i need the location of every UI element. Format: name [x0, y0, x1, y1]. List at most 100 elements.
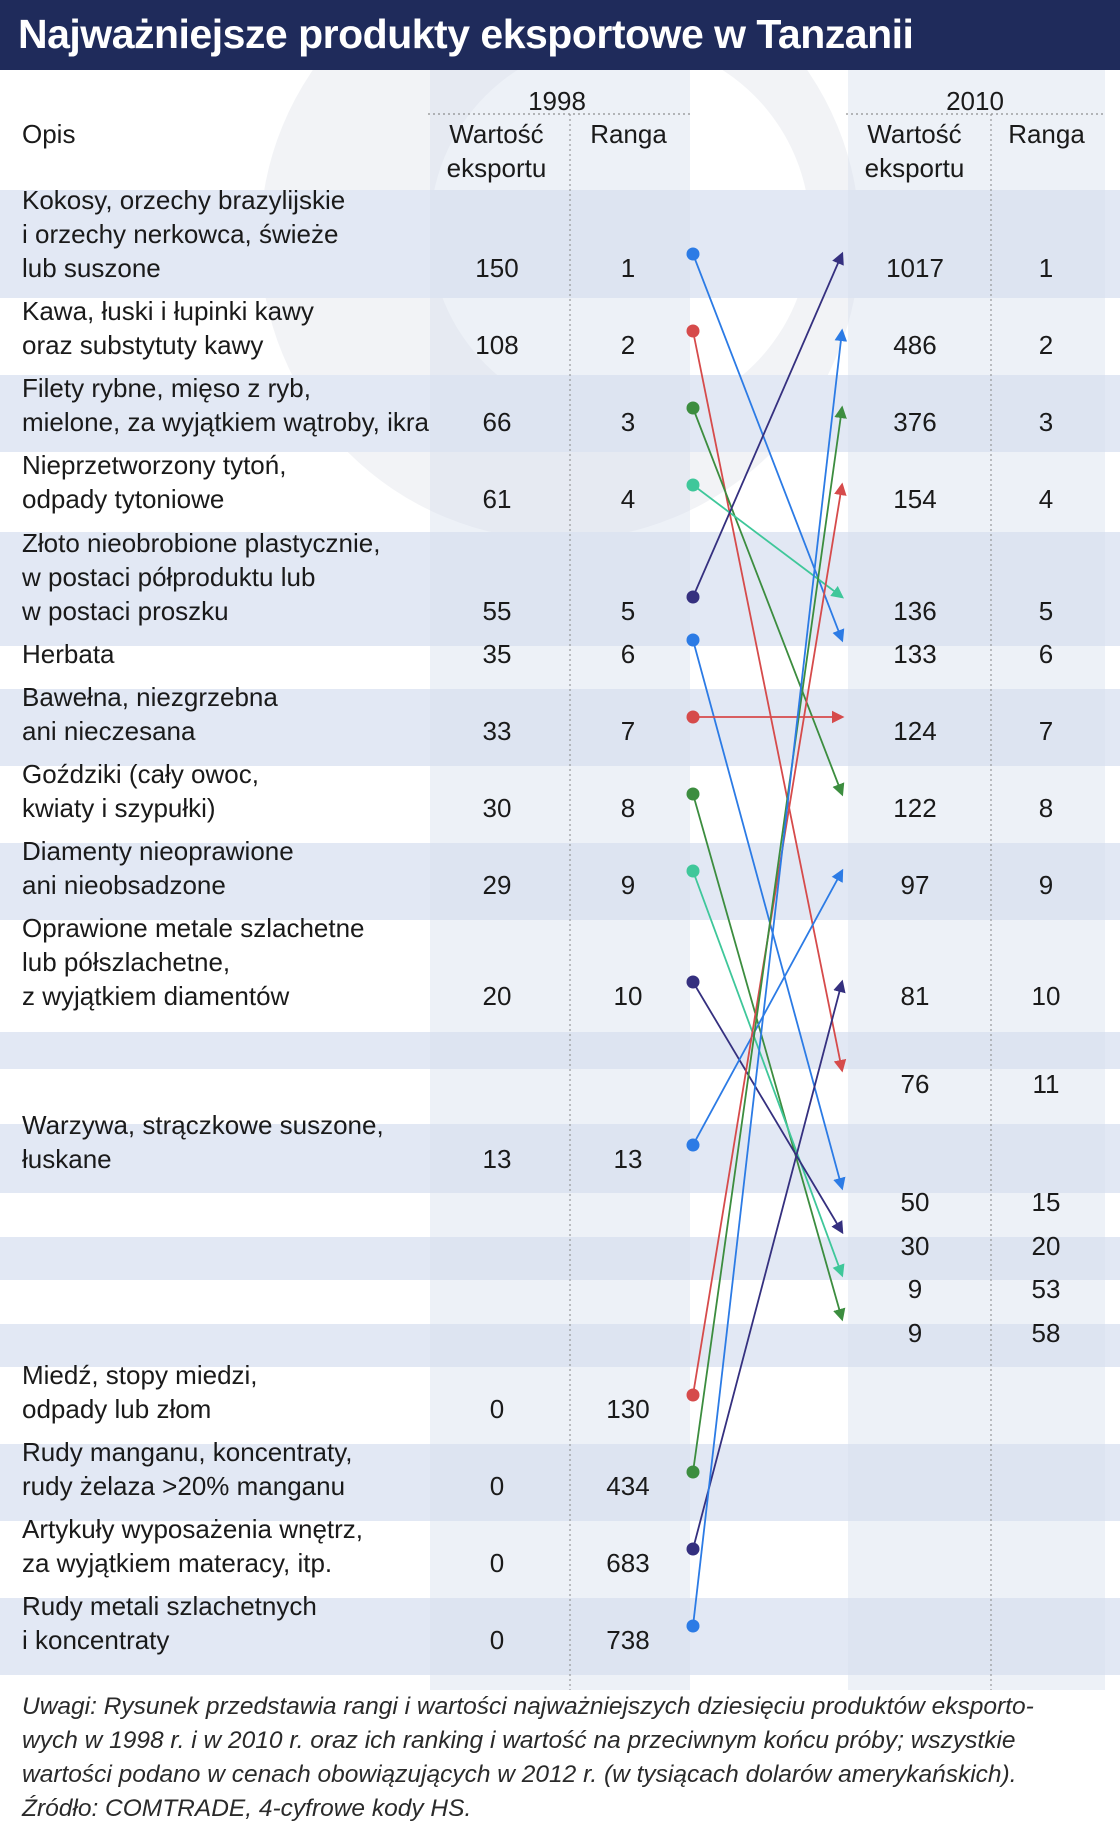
- header-rank-2010: Ranga: [1008, 119, 1085, 149]
- row-band: [0, 190, 1120, 298]
- rank-1998-dot: [686, 478, 700, 492]
- rank-2010: 3: [1038, 407, 1054, 437]
- rank-1998: 1: [620, 253, 636, 283]
- rank-2010: 4: [1038, 484, 1054, 514]
- rank-1998-dot: [686, 633, 700, 647]
- rank-1998-dot: [686, 787, 700, 801]
- rank-1998-dot: [686, 247, 700, 261]
- value-2010: 76: [900, 1069, 930, 1099]
- title-bar: Najważniejsze produkty eksportowe w Tanz…: [0, 0, 1120, 70]
- value-1998: 55: [482, 596, 512, 626]
- note-line: Uwagi: Rysunek przedstawia rangi i warto…: [22, 1693, 1034, 1720]
- note-line: wartości podano w cenach obowiązujących …: [22, 1761, 1017, 1788]
- row-band: [0, 1032, 1120, 1069]
- rank-1998: 2: [620, 330, 636, 360]
- rank-2010: 5: [1038, 596, 1054, 626]
- rank-connector: [692, 253, 845, 643]
- row-description: Miedź, stopy miedzi, odpady lub złom: [22, 1360, 258, 1424]
- value-2010: 9: [907, 1274, 923, 1304]
- value-2010: 30: [900, 1231, 930, 1261]
- value-1998: 0: [489, 1471, 505, 1501]
- rank-1998: 8: [620, 793, 636, 823]
- value-1998: 0: [489, 1625, 505, 1655]
- header-opis: Opis: [22, 119, 76, 149]
- rank-1998: 7: [620, 716, 636, 746]
- rank-2010: 58: [1031, 1318, 1061, 1348]
- rank-1998: 6: [620, 639, 636, 669]
- row-description: Kokosy, orzechy brazylijskie i orzechy n…: [22, 185, 346, 283]
- rank-1998-dot: [686, 590, 700, 604]
- row-band: [0, 532, 1120, 646]
- rank-1998-dot: [686, 324, 700, 338]
- value-2010: 136: [893, 596, 937, 626]
- rank-connector: [692, 868, 844, 1146]
- rank-1998-dot: [686, 975, 700, 989]
- rank-2010: 2: [1038, 330, 1054, 360]
- rank-connector: [692, 979, 846, 1550]
- rank-2010: 6: [1038, 639, 1054, 669]
- row-description: Rudy manganu, koncentraty, rudy żelaza >…: [22, 1437, 353, 1501]
- row-band: [0, 689, 1120, 766]
- row-band: [0, 1444, 1120, 1521]
- row-description: Goździki (cały owoc, kwiaty i szypułki): [22, 759, 259, 823]
- value-2010: 486: [893, 330, 937, 360]
- row-description: Bawełna, niezgrzebna ani nieczesana: [22, 682, 278, 746]
- value-1998: 0: [489, 1394, 505, 1424]
- rank-1998: 5: [620, 596, 636, 626]
- rank-1998: 4: [620, 484, 636, 514]
- rank-connector: [692, 484, 845, 599]
- row-description: Nieprzetworzony tytoń, odpady tytoniowe: [22, 450, 287, 514]
- note-line: Źródło: COMTRADE, 4-cyfrowe kody HS.: [22, 1795, 472, 1822]
- rank-1998: 3: [620, 407, 636, 437]
- header-rank-1998: Ranga: [590, 119, 667, 149]
- rank-2010: 11: [1032, 1069, 1060, 1099]
- row-description: Oprawione metale szlachetne lub półszlac…: [22, 913, 365, 1011]
- value-1998: 61: [482, 484, 512, 514]
- row-description: Filety rybne, mięso z ryb, mielone, za w…: [22, 373, 429, 437]
- value-2010: 50: [900, 1187, 930, 1217]
- row-description: Diamenty nieoprawione ani nieobsadzone: [22, 836, 294, 900]
- row-band: [0, 1598, 1120, 1675]
- value-2010: 376: [893, 407, 937, 437]
- rank-1998: 683: [606, 1548, 650, 1578]
- note-line: wych w 1998 r. i w 2010 r. oraz ich rank…: [22, 1727, 1016, 1754]
- rank-1998: 9: [620, 870, 636, 900]
- value-1998: 108: [475, 330, 519, 360]
- rank-1998-dot: [686, 1388, 700, 1402]
- rank-2010: 53: [1031, 1274, 1061, 1304]
- value-2010: 9: [907, 1318, 923, 1348]
- page-title: Najważniejsze produkty eksportowe w Tanz…: [18, 11, 914, 57]
- rank-1998-dot: [686, 1619, 700, 1633]
- table-background: [0, 70, 1120, 1690]
- rank-1998-dot: [686, 1542, 700, 1556]
- value-2010: 97: [900, 870, 930, 900]
- rank-2010: 20: [1031, 1231, 1061, 1261]
- row-band: [0, 1324, 1120, 1367]
- rank-1998-dot: [686, 1465, 700, 1479]
- header-value-2010: Wartość eksportu: [864, 119, 965, 183]
- value-2010: 154: [893, 484, 937, 514]
- rank-2010: 9: [1038, 870, 1054, 900]
- value-2010: 133: [893, 639, 937, 669]
- row-description: Warzywa, strączkowe suszone, łuskane: [22, 1110, 384, 1174]
- value-1998: 20: [482, 981, 512, 1011]
- row-band: [0, 375, 1120, 452]
- column-band: [848, 70, 1105, 1690]
- rank-2010: 8: [1038, 793, 1054, 823]
- rank-1998-dot: [686, 864, 700, 878]
- value-2010: 81: [900, 981, 930, 1011]
- rank-1998-dot: [686, 710, 700, 724]
- value-1998: 35: [482, 639, 512, 669]
- value-1998: 29: [482, 870, 512, 900]
- row-description: Kawa, łuski i łupinki kawy oraz substytu…: [22, 296, 314, 360]
- rank-2010: 7: [1038, 716, 1054, 746]
- value-1998: 0: [489, 1548, 505, 1578]
- value-2010: 1017: [886, 253, 944, 283]
- rank-1998: 738: [606, 1625, 650, 1655]
- header-value-1998: Wartość eksportu: [446, 119, 547, 183]
- row-description: Artykuły wyposażenia wnętrz, za wyjątkie…: [22, 1514, 364, 1578]
- rank-connector: [692, 330, 847, 1073]
- value-1998: 33: [482, 716, 512, 746]
